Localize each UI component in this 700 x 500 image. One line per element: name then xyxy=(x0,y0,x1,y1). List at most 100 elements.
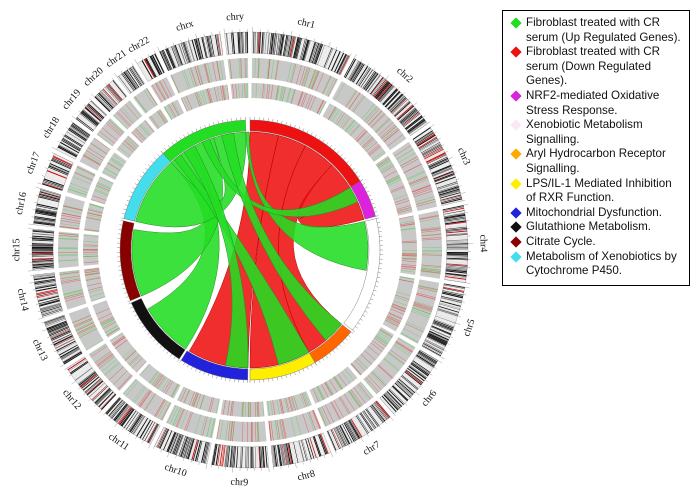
track-mark-chr10 xyxy=(183,389,191,404)
ideogram-band-chr10 xyxy=(163,430,173,451)
ideogram-band-chr13 xyxy=(50,328,70,338)
ideogram-band-chr1 xyxy=(276,33,280,55)
ideogram-band-chr4 xyxy=(445,225,467,229)
ideogram-band-chr2 xyxy=(367,74,381,93)
track-mark-chr13 xyxy=(73,317,93,327)
tick-chr5 xyxy=(440,356,445,360)
track-mark-chr13 xyxy=(75,321,94,331)
track-mark-chr15 xyxy=(83,261,99,264)
pathway-tick-4 xyxy=(314,362,317,366)
track-mark-chr18 xyxy=(87,147,105,159)
ideogram-band-chr22 xyxy=(150,55,161,75)
ideogram-band-chr1 xyxy=(266,32,270,54)
track-mark-chrx xyxy=(206,88,211,104)
track-mark-chr9 xyxy=(216,419,221,440)
ideogram-band-chrx xyxy=(180,43,188,64)
track-mark-chr2 xyxy=(328,106,337,121)
ideogram-band-chr4 xyxy=(444,214,466,219)
track-mark-chr5 xyxy=(388,312,403,320)
track-mark-chr17 xyxy=(93,190,109,196)
track-mark-chr5 xyxy=(391,305,406,312)
track-mark-chr10 xyxy=(174,407,183,427)
ideogram-band-chr2 xyxy=(345,59,358,79)
ideogram-band-chr17 xyxy=(42,181,64,189)
ideogram-band-chry xyxy=(224,33,228,55)
ideogram-band-chr7 xyxy=(350,418,363,438)
ideogram-band-chr8 xyxy=(297,441,304,462)
track-mark-chr13 xyxy=(86,339,104,351)
pathway-tick-8 xyxy=(123,208,127,211)
ideogram-band-chr12 xyxy=(68,359,87,372)
track-mark-chr2 xyxy=(383,129,400,143)
track-mark-chr18 xyxy=(109,158,123,168)
pathway-tick-3 xyxy=(329,352,332,356)
track-mark-chr7 xyxy=(329,379,338,393)
track-mark-chr10 xyxy=(195,393,202,409)
ideogram-band-chr11 xyxy=(140,420,153,440)
ideogram-band-chr3 xyxy=(439,188,460,196)
ideogram-band-chr1 xyxy=(286,35,291,57)
track-mark-chr3 xyxy=(395,200,410,206)
ideogram-band-chr22 xyxy=(153,54,163,74)
ideogram-band-chr3 xyxy=(440,193,461,200)
pathway-tick-0 xyxy=(294,124,296,128)
ideogram-band-chr6 xyxy=(397,380,414,395)
ideogram-band-chr20 xyxy=(98,92,114,109)
pathway-tick-0 xyxy=(329,145,333,148)
tick-chr17 xyxy=(48,159,52,162)
ideogram-band-chr12 xyxy=(77,370,96,385)
pathway-tick-2 xyxy=(377,276,381,278)
ideogram-band-chr14 xyxy=(38,295,59,302)
pathway-tick-6 xyxy=(132,310,136,313)
legend-diamond-icon xyxy=(510,119,522,131)
ideogram-band-chr7 xyxy=(355,415,368,434)
ideogram-band-chr20 xyxy=(103,87,119,104)
ideogram-band-chr16 xyxy=(34,218,56,223)
track-mark-chr7 xyxy=(318,407,327,427)
track-mark-chr12 xyxy=(123,349,136,360)
ideogram-band-chr3 xyxy=(426,153,446,164)
ideogram-band-chr1 xyxy=(268,32,272,54)
track-mark-chr17 xyxy=(96,184,111,192)
ideogram-band-chr14 xyxy=(37,293,59,300)
ideogram-band-chr19 xyxy=(81,111,99,126)
track-mark-chr14 xyxy=(63,289,83,295)
ideogram-band-chr3 xyxy=(417,134,436,147)
ideogram-band-chr1 xyxy=(277,34,281,55)
tick-chr2 xyxy=(402,92,406,95)
ideogram-band-chr16 xyxy=(34,214,56,218)
ideogram-band-chr15 xyxy=(32,252,54,255)
track-mark-chr3 xyxy=(409,177,428,186)
track-mark-chr8 xyxy=(313,409,322,429)
track-mark-chr7 xyxy=(330,401,341,420)
track-mark-chr13 xyxy=(104,325,119,334)
pathway-tick-3 xyxy=(325,355,328,359)
ideogram-band-chr7 xyxy=(339,425,350,445)
track-mark-chr4 xyxy=(419,218,440,222)
ideogram-band-chr19 xyxy=(85,106,102,121)
track-mark-chry xyxy=(239,58,242,79)
track-mark-chr1 xyxy=(302,67,309,87)
ideogram-band-chr16 xyxy=(35,208,57,214)
ideogram-band-chr10 xyxy=(159,429,169,449)
ideogram-band-chr6 xyxy=(391,387,407,403)
ideogram-band-chr2 xyxy=(390,97,407,113)
ideogram-band-chr5 xyxy=(434,319,455,328)
tick-chr2 xyxy=(385,75,389,80)
ideogram-band-chr5 xyxy=(440,298,462,305)
ideogram-band-chr18 xyxy=(66,131,85,144)
ideogram-band-chr6 xyxy=(383,394,399,411)
track-mark-chr10 xyxy=(180,388,187,402)
track-mark-chr22 xyxy=(151,84,163,103)
ideogram-band-chr19 xyxy=(76,117,94,131)
ideogram-band-chr17 xyxy=(43,178,64,187)
track-mark-chr17 xyxy=(68,186,88,194)
pathway-tick-3 xyxy=(322,357,325,361)
tick-chr11 xyxy=(141,440,144,444)
ideogram-band-chr10 xyxy=(191,439,198,461)
ideogram-band-chr4 xyxy=(446,230,468,234)
track-mark-chr2 xyxy=(350,124,361,136)
ideogram-band-chr21 xyxy=(122,72,136,91)
tick-chr8 xyxy=(287,464,289,468)
track-mark-chrx xyxy=(216,60,221,81)
